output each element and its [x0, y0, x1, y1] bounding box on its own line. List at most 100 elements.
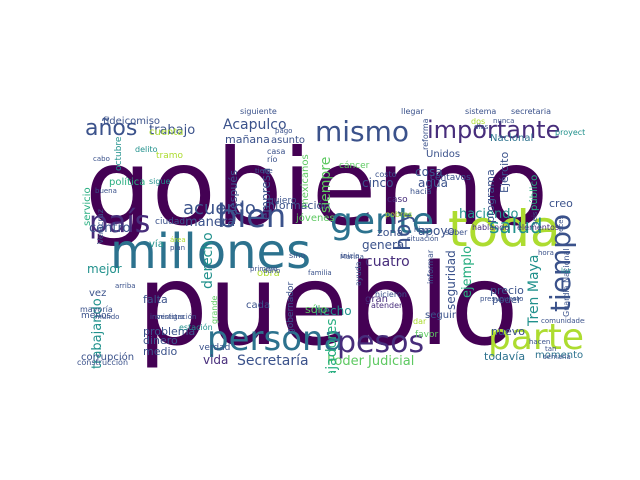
cloud-word: informar	[426, 249, 435, 284]
cloud-word: gobierno	[85, 127, 549, 249]
cloud-word: vida	[203, 353, 229, 367]
cloud-word: general	[362, 238, 408, 252]
cloud-word: trabajadores	[324, 318, 340, 373]
cloud-word: falta	[143, 293, 168, 306]
cloud-word: mejor	[87, 262, 122, 276]
cloud-word: importante	[427, 116, 561, 144]
cloud-word: inicio	[341, 252, 360, 260]
cloud-word: costo	[375, 170, 397, 179]
cloud-word: siempre	[318, 156, 334, 213]
cloud-word: cuenta	[149, 127, 184, 138]
cloud-word: llegar	[401, 108, 424, 116]
cloud-word: obra	[257, 268, 280, 279]
cloud-word: familia	[308, 269, 332, 277]
cloud-word: Tren Maya	[526, 254, 542, 327]
cloud-word: dos	[471, 117, 486, 126]
cloud-word: gobernador	[286, 281, 296, 334]
cloud-word: seguridad	[444, 250, 458, 310]
cloud-word: Nacional	[490, 133, 534, 144]
cloud-word: Unidos	[426, 149, 461, 160]
cloud-word: mismo	[315, 115, 410, 148]
cloud-word: bien	[217, 197, 287, 235]
cloud-word: centavos	[430, 173, 471, 183]
cloud-word: ciudad	[155, 217, 186, 227]
cloud-word: problema	[143, 325, 196, 338]
cloud-word: situación	[407, 235, 439, 243]
cloud-word: Secretaría	[237, 353, 309, 369]
cloud-word: hizo	[414, 226, 429, 234]
cloud-word: nunca	[493, 117, 515, 125]
cloud-word: mundo	[95, 313, 120, 321]
cloud-word: cada	[246, 300, 271, 311]
cloud-word: ayuda	[354, 261, 363, 286]
cloud-word: tan	[545, 345, 557, 353]
cloud-word: hecho	[315, 304, 352, 318]
cloud-word: apoyo	[418, 224, 455, 238]
cloud-word: hablando	[472, 223, 510, 232]
cloud-word: tramo	[156, 151, 184, 161]
cloud-word: Guardia Nacional	[562, 248, 571, 318]
cloud-word: investigación	[150, 313, 197, 321]
cloud-word: hacia	[410, 187, 432, 196]
cloud-word: después	[227, 169, 240, 216]
cloud-word: vía	[149, 239, 164, 250]
cloud-word: fideicomiso	[103, 116, 161, 127]
cloud-word: agua	[418, 176, 448, 190]
cloud-word: servicio	[82, 187, 93, 226]
cloud-word: empresa	[259, 167, 273, 221]
cloud-word: años	[85, 116, 138, 141]
cloud-word: siguiente	[240, 108, 277, 116]
cloud-word: ejemplo	[460, 246, 475, 299]
cloud-word: momento	[535, 350, 584, 361]
cloud-word: centro	[89, 221, 131, 236]
cloud-word: poder	[492, 295, 522, 306]
cloud-word: asunto	[271, 135, 306, 146]
cloud-word: persona	[207, 319, 345, 359]
cloud-word: mexicanos	[300, 154, 311, 208]
cloud-word: saber	[445, 228, 468, 237]
cloud-word: pesos	[337, 325, 425, 360]
cloud-word: cosa	[415, 165, 443, 179]
cloud-word: hicieron	[375, 290, 407, 299]
cloud-word: cinco	[362, 176, 394, 190]
cloud-word: construcción	[77, 358, 129, 367]
cloud-word: quiero	[268, 196, 297, 206]
cloud-word: ministro	[156, 313, 185, 321]
cloud-word: medio	[143, 345, 178, 358]
cloud-word: elementos	[517, 223, 560, 232]
cloud-word: programa	[484, 168, 497, 223]
cloud-word: haciendo	[459, 207, 519, 222]
cloud-word: toda	[448, 200, 561, 258]
cloud-word: menos	[81, 311, 112, 321]
cloud-word: cuatro	[365, 254, 410, 270]
cloud-word: buena	[95, 187, 117, 195]
cloud-word: todavía	[484, 350, 526, 363]
cloud-word: comunidades	[541, 317, 585, 325]
cloud-word: Marina	[340, 253, 364, 261]
cloud-word: luz	[561, 267, 572, 275]
cloud-word: gente	[330, 201, 435, 242]
cloud-word: derecho	[200, 232, 216, 289]
cloud-word: dinero	[143, 334, 178, 347]
cloud-word: atender	[371, 301, 403, 310]
cloud-word: plan	[170, 244, 186, 252]
cloud-word: millones	[110, 224, 312, 280]
cloud-word: cáncer	[339, 161, 370, 171]
word-cloud: gobierno pueblo millones toda gente persona pa…	[75, 108, 585, 373]
cloud-word: Ejército	[498, 151, 511, 193]
cloud-word: hacen	[529, 338, 551, 346]
cloud-word: acuerdo	[183, 198, 256, 219]
cloud-word: corrupción	[81, 352, 135, 363]
cloud-word: proyecto	[555, 128, 585, 137]
cloud-word: pago	[275, 127, 293, 135]
cloud-word: Acapulco	[223, 117, 287, 133]
cloud-word: grande	[210, 295, 219, 324]
cloud-word: secretaria	[511, 108, 551, 116]
cloud-word: días	[474, 123, 489, 131]
cloud-word: nuevo	[491, 325, 525, 338]
cloud-word: vez	[89, 288, 107, 299]
cloud-word: presupuesto	[480, 295, 524, 303]
cloud-word: cabo	[93, 155, 110, 163]
cloud-word: tiene	[255, 167, 273, 175]
cloud-word: público	[529, 175, 540, 212]
